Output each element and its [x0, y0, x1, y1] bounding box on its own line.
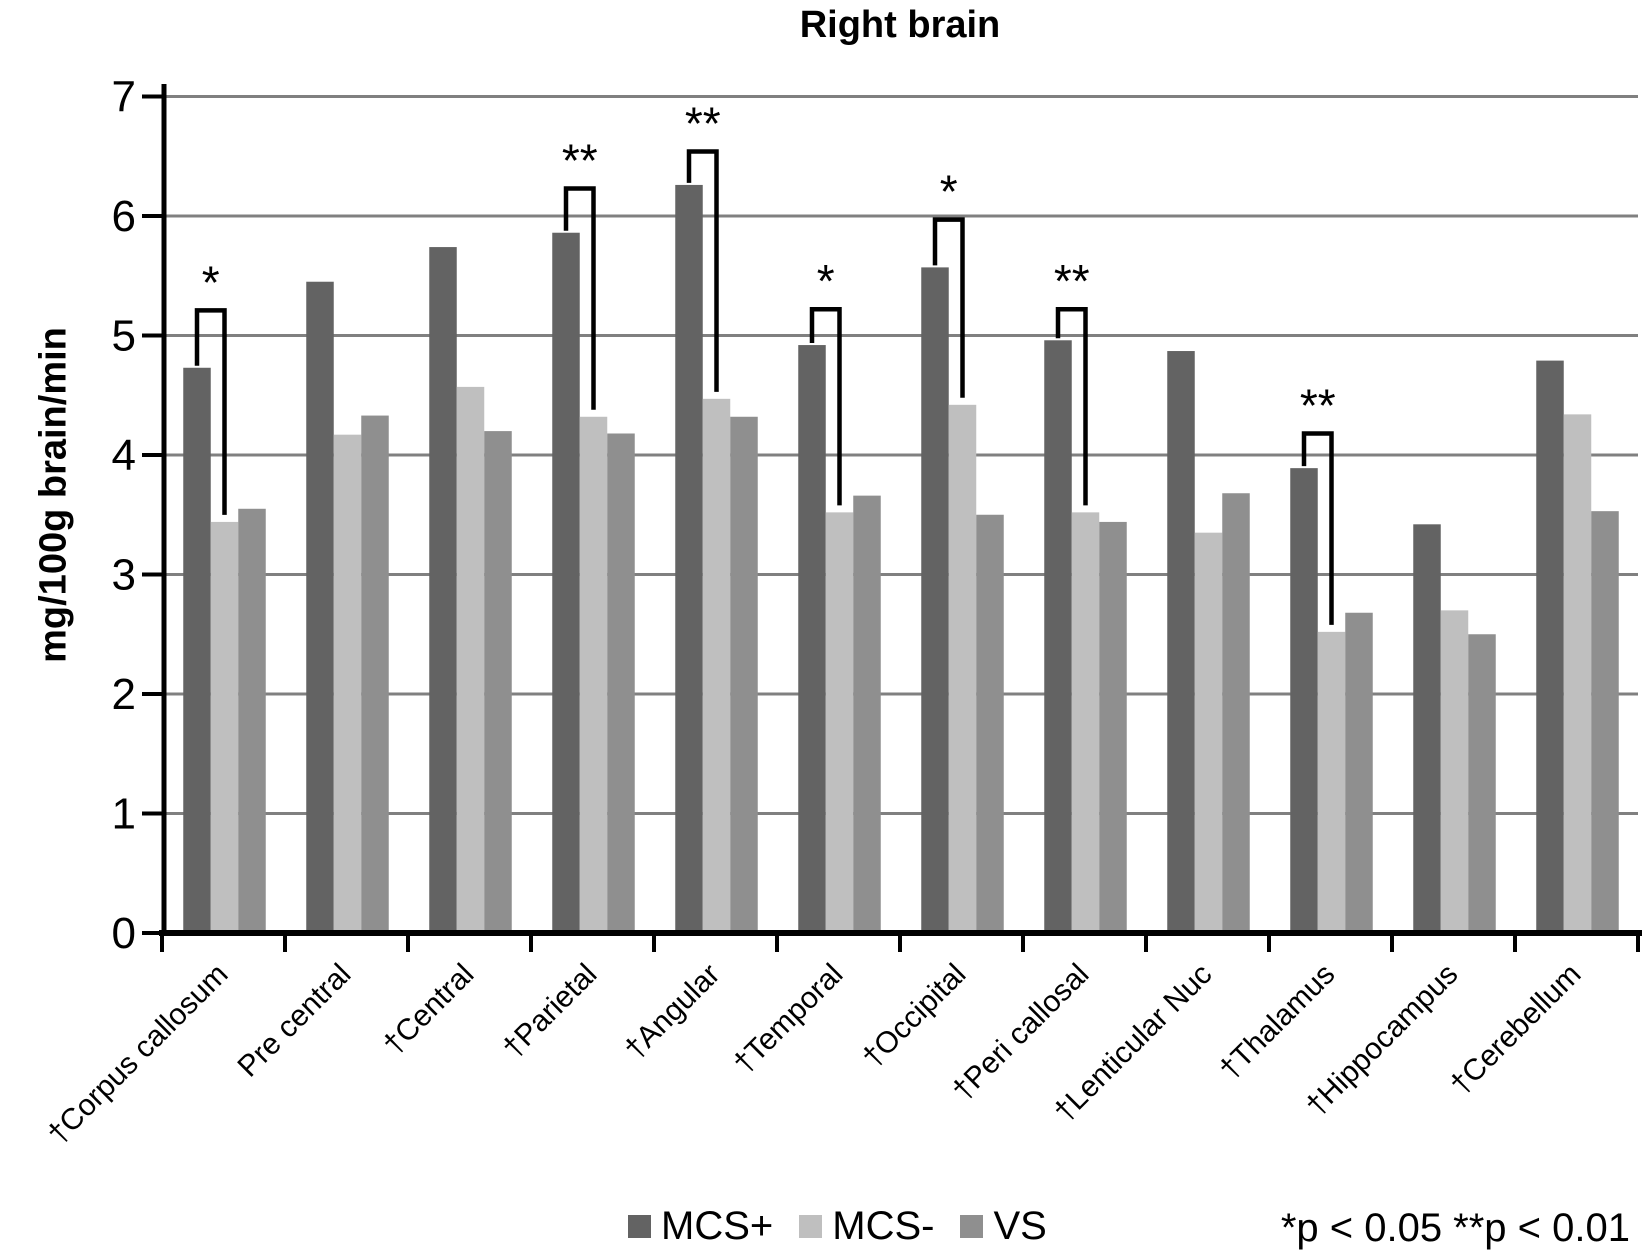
significance-star: ** [685, 97, 721, 149]
significance-bracket [194, 308, 227, 515]
legend-item-mcs-plus: MCS+ [628, 1206, 773, 1246]
y-tick-label: 1 [112, 790, 136, 839]
bar-mcs-minusplus [183, 367, 211, 933]
bar-mcs-minus [579, 416, 608, 933]
bar-vs [1345, 612, 1373, 933]
legend-swatch-mcs-plus [628, 1214, 651, 1238]
bar-mcs-minus [1194, 532, 1223, 933]
bar-mcs-minusplus [1413, 524, 1441, 933]
bar-mcs-minus [1317, 631, 1346, 933]
bar-mcs-minus [1071, 512, 1100, 933]
significance-star: * [940, 166, 958, 218]
bar-mcs-minusplus [552, 232, 580, 934]
y-tick-label: 2 [112, 670, 136, 719]
legend-label-vs: VS [993, 1204, 1047, 1248]
bar-vs [238, 508, 266, 933]
y-tick-label: 5 [112, 312, 136, 361]
category-label: †Thalamus [1213, 958, 1341, 1086]
y-tick-label: 7 [112, 73, 136, 122]
significance-bracket [1055, 306, 1088, 506]
category-label: †Occipital [856, 958, 972, 1074]
bar-vs [484, 431, 512, 933]
significance-bracket [686, 149, 719, 392]
legend-swatch-mcs-minus [799, 1214, 823, 1238]
bar-vs [976, 514, 1004, 933]
bar-mcs-minus [702, 398, 731, 934]
bar-mcs-minus [210, 521, 239, 933]
category-label: †Parietal [496, 958, 603, 1065]
bar-vs [1591, 511, 1619, 933]
bar-mcs-minusplus [798, 345, 826, 933]
chart-title: Right brain [799, 4, 1001, 46]
category-label: Pre central [232, 958, 358, 1084]
bar-vs [730, 416, 758, 933]
significance-star: ** [1300, 379, 1336, 431]
bar-mcs-minusplus [306, 281, 334, 934]
legend-label-mcs-plus: MCS+ [661, 1204, 774, 1248]
category-label: †Central [377, 958, 481, 1062]
y-tick-label: 4 [112, 431, 136, 480]
bar-vs [1222, 493, 1250, 933]
bar-mcs-minusplus [921, 267, 949, 933]
bar-mcs-minus [1563, 414, 1592, 933]
bar-mcs-minusplus [1290, 468, 1318, 933]
legend-swatch-vs [960, 1214, 984, 1238]
bar-vs [1468, 634, 1496, 933]
bar-mcs-minusplus [675, 184, 703, 933]
legend-item-vs: VS [960, 1204, 1047, 1248]
significance-note: *p < 0.05 **p < 0.01 [1280, 1206, 1630, 1250]
significance-bracket [563, 186, 596, 410]
bar-mcs-minus [1440, 610, 1469, 933]
significance-star: ** [562, 135, 598, 187]
legend-label-mcs-minus: MCS- [832, 1204, 935, 1248]
bar-mcs-minus [948, 404, 977, 933]
significance-bracket [809, 306, 842, 506]
category-label: †Cerebellum [1444, 958, 1588, 1102]
significance-star: ** [1054, 255, 1090, 307]
significance-bracket [1301, 431, 1334, 625]
legend-item-mcs-minus: MCS- [799, 1206, 934, 1246]
y-tick-label: 3 [112, 551, 136, 600]
y-tick-label: 6 [112, 192, 136, 241]
bar-mcs-minusplus [1044, 340, 1072, 933]
category-label: †Corpus callosum [41, 958, 234, 1151]
significance-star: * [817, 255, 835, 307]
bar-mcs-minus [333, 434, 362, 933]
category-label: †Temporal [727, 958, 849, 1080]
bar-mcs-minusplus [429, 247, 457, 933]
category-label: †Angular [618, 958, 726, 1066]
y-tick-label: 0 [112, 909, 136, 958]
bar-mcs-minusplus [1167, 351, 1195, 933]
bar-mcs-minusplus [1536, 360, 1564, 934]
bar-vs [607, 433, 635, 933]
bar-vs [361, 415, 389, 933]
significance-bracket [932, 217, 965, 398]
bar-mcs-minus [456, 386, 485, 933]
bar-vs [853, 495, 881, 933]
bar-vs [1099, 521, 1127, 933]
legend: MCS+ MCS- VS [628, 1206, 1047, 1246]
significance-star: * [202, 256, 220, 308]
bar-mcs-minus [825, 512, 854, 933]
